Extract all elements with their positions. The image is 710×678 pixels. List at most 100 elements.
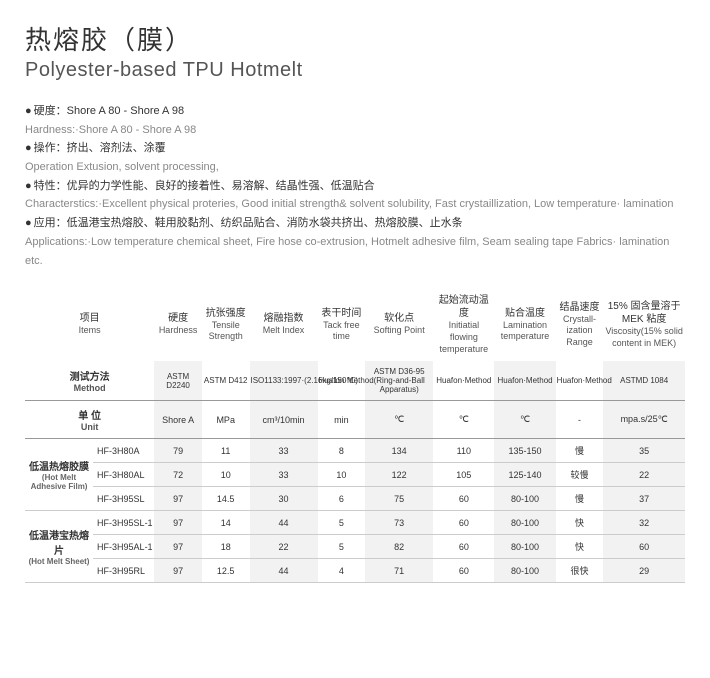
data-table: 项目Items硬度Hardness抗张强度Tensile Strength熔融指… bbox=[25, 288, 685, 583]
cell: 5 bbox=[318, 535, 366, 559]
cell: 8 bbox=[318, 439, 366, 463]
header-cn: 15% 固含量溶于MEK 粘度 bbox=[604, 300, 684, 326]
cell: 122 bbox=[365, 463, 433, 487]
cell: 60 bbox=[603, 535, 685, 559]
header-en: Lamination temperature bbox=[495, 320, 554, 343]
cell: 75 bbox=[365, 487, 433, 511]
row-name: HF-3H95SL bbox=[93, 487, 154, 511]
unit-val: MPa bbox=[202, 401, 250, 439]
cell: 44 bbox=[250, 559, 318, 583]
row-name: HF-3H80A bbox=[93, 439, 154, 463]
cell: 10 bbox=[318, 463, 366, 487]
header-en: Hardness bbox=[155, 325, 201, 337]
cell: 6 bbox=[318, 487, 366, 511]
header-cn: 熔融指数 bbox=[251, 312, 317, 325]
spec-cn: 特性：优异的力学性能、良好的接着性、易溶解、结晶性强、低温贴合 bbox=[25, 177, 685, 196]
header-en: Tensile Strength bbox=[203, 320, 249, 343]
cell: 80-100 bbox=[494, 487, 555, 511]
spec-cn: 硬度：Shore A 80 - Shore A 98 bbox=[25, 102, 685, 121]
cell: 97 bbox=[154, 559, 202, 583]
method-val: ASTM D2240 bbox=[154, 361, 202, 401]
title-cn: 热熔胶（膜） bbox=[25, 20, 685, 57]
spec-en: Operation Extusion, solvent processing, bbox=[25, 158, 685, 177]
unit-val: mpa.s/25℃ bbox=[603, 401, 685, 439]
spec-cn: 操作：挤出、溶剂法、涂覆 bbox=[25, 139, 685, 158]
cell: 44 bbox=[250, 511, 318, 535]
row-name: HF-3H95AL-1 bbox=[93, 535, 154, 559]
header-cn: 项目 bbox=[26, 312, 153, 325]
unit-val: min bbox=[318, 401, 366, 439]
header-en: Crystall-ization Range bbox=[557, 314, 603, 349]
cell: 14 bbox=[202, 511, 250, 535]
cell: 60 bbox=[433, 535, 494, 559]
cell: 60 bbox=[433, 559, 494, 583]
category-cn: 低温港宝热熔片 bbox=[26, 527, 92, 557]
cell: 37 bbox=[603, 487, 685, 511]
cell: 97 bbox=[154, 487, 202, 511]
cell: 135-150 bbox=[494, 439, 555, 463]
cell: 35 bbox=[603, 439, 685, 463]
cell: 快 bbox=[556, 535, 604, 559]
unit-val: - bbox=[556, 401, 604, 439]
cell: 71 bbox=[365, 559, 433, 583]
cell: 慢 bbox=[556, 487, 604, 511]
cell: 12.5 bbox=[202, 559, 250, 583]
cell: 80-100 bbox=[494, 511, 555, 535]
method-val: Huafon·Method bbox=[494, 361, 555, 401]
cell: 97 bbox=[154, 535, 202, 559]
cell: 10 bbox=[202, 463, 250, 487]
cell: 82 bbox=[365, 535, 433, 559]
header-en: Viscosity(15% solid content in MEK) bbox=[604, 326, 684, 349]
cell: 14.5 bbox=[202, 487, 250, 511]
cell: 较慢 bbox=[556, 463, 604, 487]
method-val: ISO1133:1997·(2.16kg/150℃) bbox=[250, 361, 318, 401]
cell: 快 bbox=[556, 511, 604, 535]
cell: 29 bbox=[603, 559, 685, 583]
cell: 4 bbox=[318, 559, 366, 583]
spec-en: Applications:·Low temperature chemical s… bbox=[25, 233, 685, 270]
cell: 72 bbox=[154, 463, 202, 487]
title-en: Polyester-based TPU Hotmelt bbox=[25, 59, 685, 82]
method-val: Huafon·Method bbox=[556, 361, 604, 401]
spec-en: Hardness:·Shore A 80 - Shore A 98 bbox=[25, 121, 685, 140]
row-name: HF-3H80AL bbox=[93, 463, 154, 487]
cell: 105 bbox=[433, 463, 494, 487]
row-name: HF-3H95SL-1 bbox=[93, 511, 154, 535]
unit-val: Shore A bbox=[154, 401, 202, 439]
header-en: Melt Index bbox=[251, 325, 317, 337]
header-en: Items bbox=[26, 325, 153, 337]
header-cn: 结晶速度 bbox=[557, 301, 603, 314]
category-en: (Hot Melt Sheet) bbox=[26, 557, 92, 566]
method-val: ASTMD 1084 bbox=[603, 361, 685, 401]
header-en: Tack free time bbox=[319, 320, 365, 343]
spec-en: Characterstics:·Excellent physical prote… bbox=[25, 195, 685, 214]
cell: 22 bbox=[250, 535, 318, 559]
header-en: Initiatial flowing temperature bbox=[434, 320, 493, 355]
category-en: (Hot Melt Adhesive Film) bbox=[26, 473, 92, 491]
cell: 134 bbox=[365, 439, 433, 463]
method-val: ASTM D36-95 (Ring-and-Ball Apparatus) bbox=[365, 361, 433, 401]
spec-cn: 应用：低温港宝热熔胶、鞋用胶黏剂、纺织品贴合、消防水袋共挤出、热熔胶膜、止水条 bbox=[25, 214, 685, 233]
header-cn: 硬度 bbox=[155, 312, 201, 325]
cell: 73 bbox=[365, 511, 433, 535]
spec-block: 硬度：Shore A 80 - Shore A 98Hardness:·Shor… bbox=[25, 102, 685, 270]
cell: 33 bbox=[250, 439, 318, 463]
cell: 30 bbox=[250, 487, 318, 511]
unit-val: ℃ bbox=[365, 401, 433, 439]
cell: 60 bbox=[433, 487, 494, 511]
cell: 32 bbox=[603, 511, 685, 535]
cell: 110 bbox=[433, 439, 494, 463]
cell: 5 bbox=[318, 511, 366, 535]
cell: 22 bbox=[603, 463, 685, 487]
header-cn: 抗张强度 bbox=[203, 307, 249, 320]
cell: 18 bbox=[202, 535, 250, 559]
method-val: Huafon·Method bbox=[318, 361, 366, 401]
cell: 97 bbox=[154, 511, 202, 535]
header-cn: 贴合温度 bbox=[495, 307, 554, 320]
unit-val: ℃ bbox=[433, 401, 494, 439]
unit-val: cm³/10min bbox=[250, 401, 318, 439]
cell: 11 bbox=[202, 439, 250, 463]
row-name: HF-3H95RL bbox=[93, 559, 154, 583]
cell: 80-100 bbox=[494, 535, 555, 559]
cell: 慢 bbox=[556, 439, 604, 463]
